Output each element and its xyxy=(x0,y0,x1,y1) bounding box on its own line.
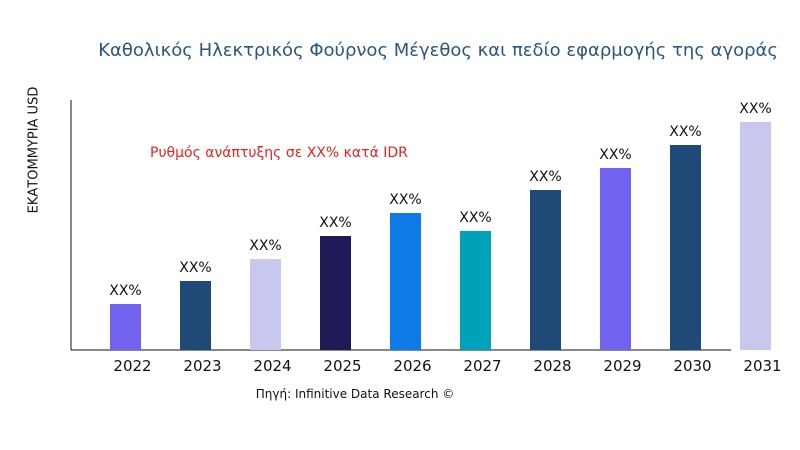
x-tick-label-2029: 2029 xyxy=(603,357,641,375)
data-label-2029: XX% xyxy=(599,147,631,163)
bar-2029 xyxy=(600,168,631,350)
bar-2030 xyxy=(670,145,701,350)
bar-2031 xyxy=(740,122,771,350)
bar-2022 xyxy=(110,304,141,350)
growth-annotation: Ρυθμός ανάπτυξης σε XX% κατά IDR xyxy=(150,145,408,161)
bar-2027 xyxy=(460,231,491,350)
data-label-2022: XX% xyxy=(109,283,141,299)
data-label-2031: XX% xyxy=(739,101,771,117)
x-tick-label-2024: 2024 xyxy=(253,357,291,375)
bar-2023 xyxy=(180,281,211,350)
data-label-2027: XX% xyxy=(459,210,491,226)
x-tick-label-2031: 2031 xyxy=(743,357,781,375)
x-tick-label-2025: 2025 xyxy=(323,357,361,375)
bar-2024 xyxy=(250,259,281,350)
data-label-2026: XX% xyxy=(389,192,421,208)
x-tick-label-2023: 2023 xyxy=(183,357,221,375)
bar-2028 xyxy=(530,190,561,350)
data-label-2023: XX% xyxy=(179,260,211,276)
chart-title: Καθολικός Ηλεκτρικός Φούρνος Μέγεθος και… xyxy=(98,40,778,61)
bar-2025 xyxy=(320,236,351,350)
bar-2026 xyxy=(390,213,421,350)
data-label-2030: XX% xyxy=(669,124,701,140)
data-label-2028: XX% xyxy=(529,169,561,185)
x-tick-label-2026: 2026 xyxy=(393,357,431,375)
source-note: Πηγή: Infinitive Data Research © xyxy=(255,387,455,401)
x-tick-label-2022: 2022 xyxy=(113,357,151,375)
x-tick-label-2028: 2028 xyxy=(533,357,571,375)
x-tick-label-2030: 2030 xyxy=(673,357,711,375)
x-tick-label-2027: 2027 xyxy=(463,357,501,375)
data-label-2024: XX% xyxy=(249,238,281,254)
data-label-2025: XX% xyxy=(319,215,351,231)
